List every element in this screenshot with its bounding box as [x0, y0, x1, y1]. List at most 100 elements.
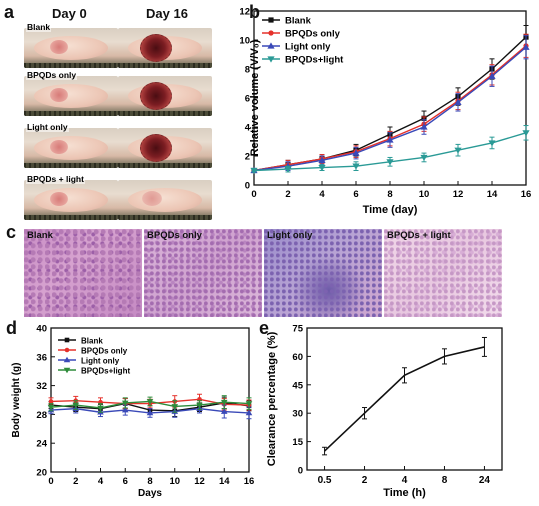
mouse-photo-2-day0 — [24, 76, 118, 116]
x-tick-label: 4 — [98, 476, 104, 487]
legend-label: BPQDs only — [285, 29, 341, 40]
y-tick-label: 6 — [245, 94, 250, 105]
y-axis-label: Body weight (g) — [11, 363, 22, 438]
data-point — [284, 166, 292, 173]
mouse-photo-1-day16 — [118, 28, 212, 68]
column-header-day16: Day 16 — [146, 6, 188, 21]
legend-marker — [268, 17, 274, 23]
y-tick-label: 0 — [298, 466, 303, 477]
legend-marker — [64, 347, 70, 353]
data-point — [386, 136, 394, 143]
data-point — [488, 72, 496, 79]
photo-row-label: Blank — [26, 22, 52, 32]
y-tick-label: 36 — [36, 352, 47, 363]
x-tick-label: 12 — [453, 189, 464, 200]
histology-label: Light only — [267, 230, 313, 241]
legend-label: BPQDs+light — [81, 367, 130, 376]
x-tick-label: 2 — [73, 476, 78, 487]
y-tick-label: 75 — [292, 324, 303, 335]
x-axis-label: Time (day) — [363, 204, 418, 216]
legend-marker — [267, 56, 275, 63]
series-line — [323, 346, 485, 452]
data-point — [245, 409, 253, 416]
panel-letter-a: a — [4, 2, 15, 22]
x-tick-label: 24 — [479, 475, 491, 486]
y-tick-label: 40 — [36, 324, 47, 335]
data-point — [47, 404, 55, 411]
x-axis-label: Time (h) — [383, 487, 426, 499]
data-point — [72, 402, 80, 409]
data-point — [196, 402, 203, 409]
data-point — [420, 154, 428, 162]
x-tick-label: 2 — [285, 189, 290, 200]
legend-label: Blank — [285, 16, 312, 27]
data-point — [318, 165, 326, 172]
x-tick-label: 6 — [123, 476, 128, 487]
legend-marker — [63, 356, 71, 363]
x-tick-label: 10 — [169, 476, 180, 487]
data-point — [386, 159, 394, 166]
legend-marker — [64, 337, 70, 343]
x-tick-label: 14 — [487, 189, 498, 200]
y-tick-label: 2 — [245, 152, 250, 163]
legend-marker — [268, 30, 274, 36]
data-point — [48, 399, 54, 404]
data-point — [146, 409, 154, 416]
panel-letter-c: c — [6, 222, 17, 242]
x-axis-label: Days — [138, 488, 162, 499]
y-axis-label: Relative volume (V/V₀) — [249, 39, 261, 156]
histology-image-3: Light only — [264, 229, 382, 317]
histology-image-1: Blank — [24, 229, 142, 317]
x-tick-label: 8 — [147, 476, 152, 487]
column-header-day0: Day 0 — [52, 6, 87, 21]
data-point — [522, 43, 530, 50]
x-tick-label: 4 — [319, 189, 325, 200]
x-tick-label: 0 — [251, 189, 256, 200]
y-tick-label: 24 — [36, 439, 47, 450]
x-tick-label: 0 — [48, 476, 53, 487]
y-tick-label: 15 — [292, 437, 303, 448]
y-axis-label: Clearance percentage (%) — [266, 331, 278, 466]
chart-b-relative-volume: 0 2 4 6 8 10 12 0 2 4 6 8 10 12 14 16 Time (day) Relative… — [240, 7, 532, 217]
x-tick-label: 16 — [521, 189, 532, 200]
x-tick-label: 4 — [402, 475, 408, 486]
legend-label: BPQDs+light — [285, 55, 344, 66]
x-tick-label: 16 — [244, 476, 255, 487]
data-point — [220, 399, 228, 406]
y-tick-label: 8 — [245, 65, 250, 76]
mouse-photo-4-day16 — [118, 180, 212, 220]
photo-row-label: BPQDs + light — [26, 174, 85, 184]
data-point — [245, 401, 253, 407]
histology-image-4: BPQDs + light — [384, 229, 502, 317]
data-point — [250, 167, 258, 175]
photo-row-label: Light only — [26, 122, 69, 132]
data-point — [454, 147, 462, 154]
panel-letter-e: e — [259, 318, 270, 338]
x-tick-label: 8 — [442, 475, 448, 486]
legend-marker — [63, 367, 71, 374]
data-point — [352, 163, 360, 170]
legend-label: Light only — [285, 42, 331, 53]
data-point — [121, 400, 129, 407]
data-point — [97, 405, 104, 412]
data-point — [318, 156, 326, 163]
histology-label: BPQDs + light — [387, 230, 451, 241]
legend-label: BPQDs only — [81, 347, 128, 356]
histology-label: BPQDs only — [147, 230, 202, 241]
data-point — [454, 98, 462, 105]
data-point — [420, 123, 428, 130]
data-point — [352, 149, 360, 156]
photo-row-label: BPQDs only — [26, 70, 78, 80]
mouse-photo-1-day0 — [24, 28, 118, 68]
series-line — [253, 46, 527, 172]
y-tick-label: 12 — [240, 7, 250, 18]
data-point — [121, 406, 129, 413]
mouse-photo-2-day16 — [118, 76, 212, 116]
y-tick-label: 45 — [292, 380, 303, 391]
y-tick-label: 32 — [36, 381, 47, 392]
y-tick-label: 30 — [292, 409, 303, 420]
data-point — [522, 130, 530, 137]
data-point — [171, 404, 179, 410]
data-point — [146, 399, 154, 405]
